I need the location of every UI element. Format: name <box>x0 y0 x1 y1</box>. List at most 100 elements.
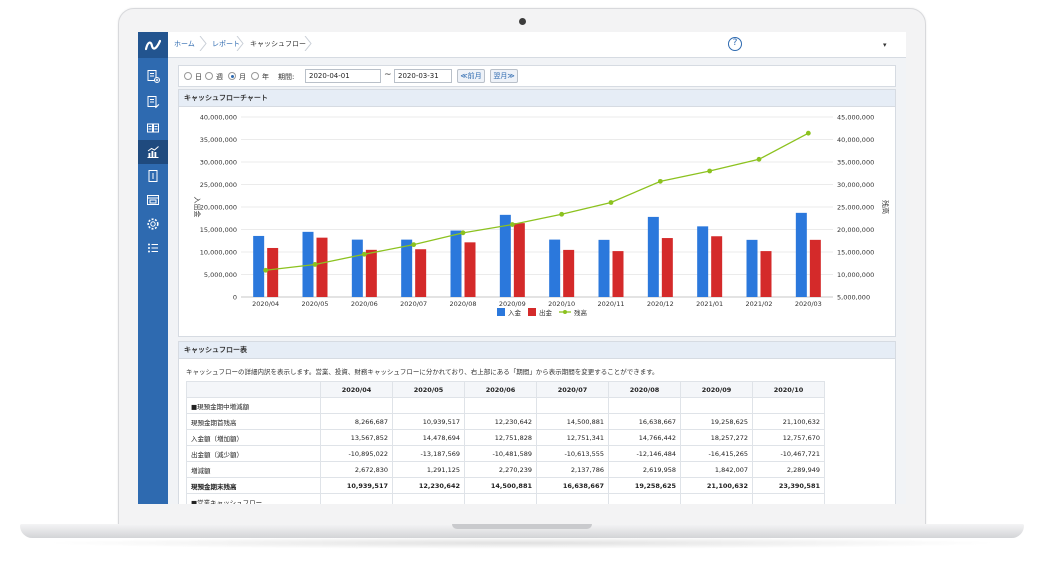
table-header-month: 2020/05 <box>392 381 465 398</box>
breadcrumb-separator-icon <box>304 36 312 51</box>
radio-month-label: 月 <box>239 73 246 81</box>
table-row: 現預金期首残高 8,266,687 10,939,517 12,230,642 14,5… <box>186 413 825 430</box>
table-cell: 10,939,517 <box>392 413 465 430</box>
cashflow-table: 2020/04 2020/05 2020/06 2020/07 2020/08 2020/… <box>186 381 825 504</box>
y-tick-label: 30,000,000 <box>200 159 237 167</box>
table-cell: -10,895,022 <box>320 445 393 462</box>
report-chart-icon[interactable] <box>138 140 168 164</box>
top-bar: ホーム レポート キャッシュフロー ? ▾ <box>168 32 906 58</box>
bar-deposit <box>302 231 314 297</box>
table-cell: 16,638,667 <box>536 477 609 494</box>
bar-withdrawal <box>464 242 476 297</box>
table-cell <box>320 397 393 414</box>
table-cell <box>464 397 537 414</box>
breadcrumb-separator-icon <box>236 36 244 51</box>
table-header-blank <box>186 381 321 398</box>
radio-day-label: 日 <box>195 73 202 81</box>
table-cell <box>680 397 753 414</box>
app-logo-icon[interactable] <box>138 32 168 58</box>
table-cell: 8,266,687 <box>320 413 393 430</box>
radio-day[interactable] <box>184 72 192 80</box>
breadcrumb-report[interactable]: レポート <box>212 40 240 48</box>
x-tick-label: 2020/10 <box>548 300 575 308</box>
row-label: 現預金期末残高 <box>186 477 321 494</box>
breadcrumb-cashflow: キャッシュフロー <box>250 40 306 48</box>
balance-point <box>608 200 614 205</box>
radio-week[interactable] <box>205 72 213 80</box>
table-row: ■現預金期中増減額 <box>186 397 825 414</box>
bar-deposit <box>795 212 807 297</box>
list-icon[interactable] <box>138 236 168 260</box>
table-cell <box>608 397 681 414</box>
start-date-input[interactable]: 2020-04-01 <box>305 69 381 83</box>
table-cell <box>392 493 465 504</box>
table-cell: 13,567,852 <box>320 429 393 446</box>
y-tick-label: 10,000,000 <box>200 249 237 257</box>
balance-point <box>460 230 466 236</box>
bar-deposit <box>450 230 462 297</box>
y2-tick-label: 20,000,000 <box>837 226 874 234</box>
next-month-button[interactable]: 翌月≫ <box>490 69 518 83</box>
radio-year-label: 年 <box>262 73 269 81</box>
journal-add-icon[interactable] <box>138 64 168 88</box>
table-cell: 12,230,642 <box>464 413 537 430</box>
y-axis-title: 入出金 <box>193 197 202 218</box>
table-cell: 19,258,625 <box>608 477 681 494</box>
table-header-row: 2020/04 2020/05 2020/06 2020/07 2020/08 2020/… <box>186 381 825 398</box>
y2-tick-label: 45,000,000 <box>837 114 874 122</box>
x-tick-label: 2021/02 <box>745 300 772 308</box>
journal-edit-icon[interactable] <box>138 90 168 114</box>
bar-withdrawal <box>760 251 772 297</box>
laptop-notch <box>452 524 592 529</box>
table-cell: 12,757,670 <box>752 429 825 446</box>
table-cell <box>752 397 825 414</box>
bar-deposit <box>499 214 511 297</box>
bar-deposit <box>746 239 758 297</box>
table-header-month: 2020/10 <box>752 381 825 398</box>
user-menu-caret-icon[interactable]: ▾ <box>883 41 887 49</box>
prev-month-button[interactable]: ≪前月 <box>457 69 485 83</box>
table-cell: 2,289,949 <box>752 461 825 478</box>
table-cell: 14,500,881 <box>536 413 609 430</box>
table-cell: 1,291,125 <box>392 461 465 478</box>
gear-icon[interactable] <box>138 212 168 236</box>
legend-withdrawal-label: 出金 <box>539 308 553 317</box>
y-tick-label: 0 <box>233 294 237 302</box>
end-date-input[interactable]: 2020-03-31 <box>394 69 452 83</box>
table-cell: -10,467,721 <box>752 445 825 462</box>
question-circle-icon[interactable]: ? <box>728 37 742 51</box>
radio-month[interactable] <box>228 72 236 80</box>
bar-withdrawal <box>563 249 575 297</box>
balance-point <box>805 130 811 136</box>
ledger-book-icon[interactable] <box>138 116 168 140</box>
laptop-shadow <box>40 537 1004 549</box>
table-cell <box>752 493 825 504</box>
table-cell: -10,481,589 <box>464 445 537 462</box>
balance-point <box>657 178 663 184</box>
radio-year[interactable] <box>251 72 259 80</box>
table-header-month: 2020/06 <box>464 381 537 398</box>
x-tick-label: 2020/05 <box>301 300 328 308</box>
legend-deposit-swatch <box>497 308 505 316</box>
x-tick-label: 2021/01 <box>696 300 723 308</box>
y2-tick-label: 5,000,000 <box>837 294 870 302</box>
bar-withdrawal <box>612 251 624 297</box>
radio-week-label: 週 <box>216 73 223 81</box>
table-cell: 2,270,239 <box>464 461 537 478</box>
table-cell: -16,415,265 <box>680 445 753 462</box>
table-cell: 2,137,786 <box>536 461 609 478</box>
table-cell: 21,100,632 <box>752 413 825 430</box>
legend-balance-label: 残高 <box>574 308 588 317</box>
bar-deposit <box>401 239 413 297</box>
table-header-month: 2020/08 <box>608 381 681 398</box>
y2-tick-label: 15,000,000 <box>837 249 874 257</box>
window-icon[interactable] <box>138 188 168 212</box>
table-cell <box>536 397 609 414</box>
row-label: ■現預金期中増減額 <box>186 397 321 414</box>
balance-point <box>361 251 367 257</box>
y2-tick-label: 25,000,000 <box>837 204 874 212</box>
y-tick-label: 5,000,000 <box>204 271 237 279</box>
table-cell: 21,100,632 <box>680 477 753 494</box>
breadcrumb-home[interactable]: ホーム <box>174 40 195 48</box>
document-icon[interactable] <box>138 164 168 188</box>
